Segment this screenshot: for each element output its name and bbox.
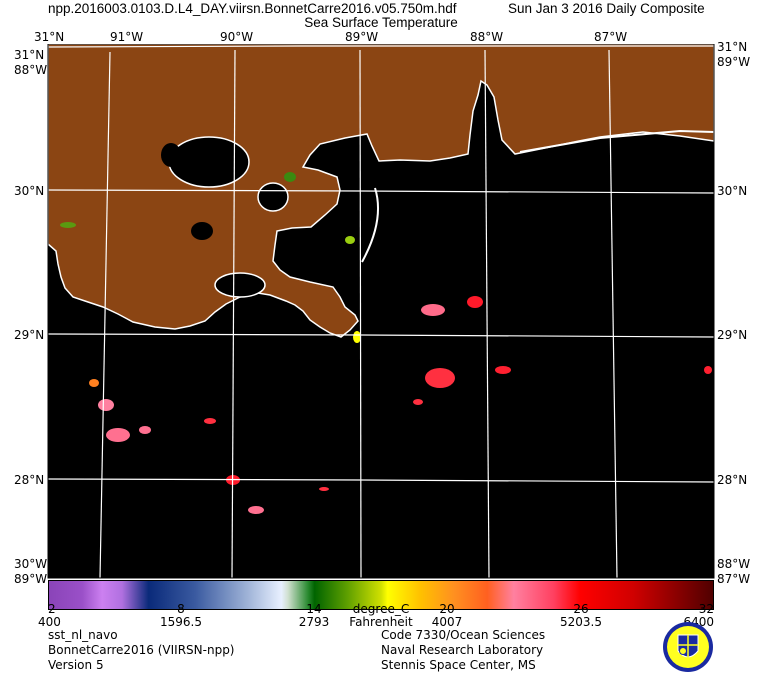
lon-label-91w: 91°W: [110, 30, 144, 44]
lake-salvador: [191, 222, 213, 240]
corner-label: 31°N: [34, 30, 65, 44]
org-location: Stennis Space Center, MS: [381, 658, 536, 672]
land-area: [47, 44, 715, 338]
corner-label: 89°W: [14, 572, 48, 586]
sst-map: [47, 44, 715, 579]
lat-label-29n-right: 29°N: [717, 328, 748, 342]
f-tick: 4007: [431, 615, 463, 629]
corner-label: 88°W: [14, 63, 48, 77]
corner-label: 87°W: [717, 572, 751, 586]
gridline-91w: [99, 51, 111, 579]
corner-label: 31°N: [717, 40, 748, 54]
gridline-88w: [484, 49, 490, 579]
c-tick: 2: [48, 602, 56, 616]
sst-patch: [60, 222, 76, 228]
c-tick: 32: [698, 602, 714, 616]
lat-label-30n-right: 30°N: [717, 184, 748, 198]
org-name: Naval Research Laboratory: [381, 643, 544, 657]
filename-title: npp.2016003.0103.D.L4_DAY.viirsn.BonnetC…: [48, 1, 457, 16]
sst-patch: [467, 296, 483, 308]
unit-celsius: degree_C: [352, 602, 410, 616]
barrier-islands: [519, 129, 715, 153]
sst-patch: [204, 418, 216, 424]
sst-patch: [495, 366, 511, 374]
color-scale-bar: [48, 580, 714, 610]
lat-label-28n: 28°N: [14, 473, 45, 487]
date-title: Sun Jan 3 2016 Daily Composite: [508, 1, 705, 16]
sst-patch: [284, 172, 296, 182]
sst-patch: [248, 506, 264, 514]
version: Version 5: [48, 658, 104, 672]
lake-pontchartrain: [168, 136, 250, 188]
f-tick: 2793: [298, 615, 330, 629]
gridline-87w: [608, 49, 618, 579]
lon-label-90w: 90°W: [220, 30, 254, 44]
lake-borgne: [257, 182, 289, 212]
lon-label-89w: 89°W: [345, 30, 379, 44]
c-tick: 26: [573, 602, 589, 616]
sst-patch: [413, 399, 423, 405]
unit-fahrenheit: Fahrenheit: [349, 615, 413, 629]
sst-patch: [139, 426, 151, 434]
gridline-30n: [47, 189, 715, 194]
gridline-89w: [359, 49, 362, 579]
product-title: Sea Surface Temperature: [304, 15, 458, 30]
gridline-90w: [231, 49, 236, 579]
corner-label: 89°W: [717, 55, 751, 69]
f-tick: 1596.5: [160, 615, 202, 629]
sst-patch: [345, 236, 355, 244]
sst-patch: [89, 379, 99, 387]
nrl-seal-logo: [663, 622, 713, 672]
f-tick: 400: [38, 615, 61, 629]
sst-patch: [425, 368, 455, 388]
sst-patch: [704, 366, 712, 374]
graticule: [47, 45, 715, 579]
lat-label-29n: 29°N: [14, 328, 45, 342]
sst-patch: [98, 399, 114, 411]
map-frame: [47, 44, 715, 579]
chandeleur-islands: [361, 187, 379, 263]
lat-label-30n: 30°N: [14, 184, 45, 198]
corner-label: 30°W: [14, 557, 48, 571]
lake-maurepas: [161, 143, 181, 167]
product-code: sst_nl_navo: [48, 628, 118, 642]
lon-label-88w: 88°W: [470, 30, 504, 44]
corner-label: 88°W: [717, 557, 751, 571]
c-tick: 8: [177, 602, 185, 616]
lat-label-28n-right: 28°N: [717, 473, 748, 487]
f-tick: 5203.5: [560, 615, 602, 629]
gridline-31n: [47, 45, 714, 48]
sst-patch: [421, 304, 445, 316]
barataria-bay: [214, 272, 266, 298]
sst-patch: [353, 331, 361, 343]
c-tick: 14: [306, 602, 322, 616]
sst-patch: [319, 487, 329, 491]
region-sensor: BonnetCarre2016 (VIIRSN-npp): [48, 643, 235, 657]
lon-label-87w: 87°W: [594, 30, 628, 44]
org-code: Code 7330/Ocean Sciences: [381, 628, 546, 642]
sst-patch: [106, 428, 130, 442]
corner-label: 31°N: [14, 48, 45, 62]
c-tick: 20: [439, 602, 455, 616]
